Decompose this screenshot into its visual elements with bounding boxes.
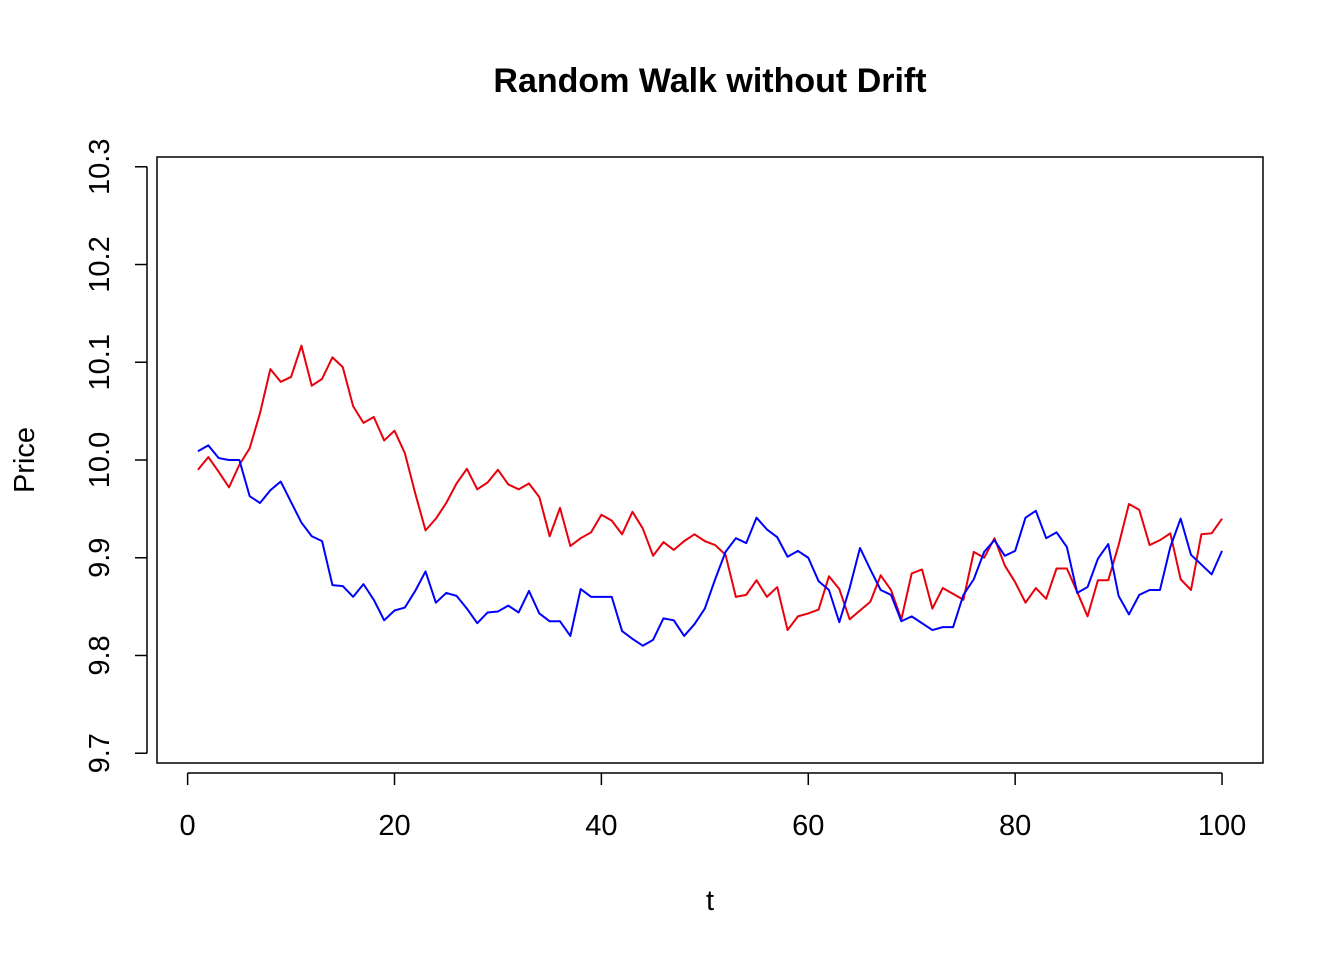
x-axis-label: t	[706, 885, 714, 917]
y-tick-label: 10.3	[84, 139, 116, 195]
y-axis: 9.7 9.8 9.9 10.0 10.1 10.2 10.3	[84, 139, 148, 773]
y-axis-label: Price	[9, 427, 41, 493]
series-line-2	[197, 444, 1223, 647]
series-layer	[197, 344, 1223, 647]
x-axis: 0 20 40 60 80 100	[180, 772, 1246, 842]
chart-title: Random Walk without Drift	[493, 62, 926, 100]
x-tick-label: 40	[585, 810, 617, 842]
y-tick-label: 10.1	[84, 334, 116, 390]
y-tick-label: 9.7	[84, 733, 116, 773]
x-tick-label: 60	[792, 810, 824, 842]
series-line-1	[197, 344, 1223, 632]
plot-frame	[156, 156, 1264, 764]
x-tick-label: 20	[378, 810, 410, 842]
x-tick-label: 0	[180, 810, 196, 842]
x-tick-label: 80	[999, 810, 1031, 842]
y-tick-label: 9.9	[84, 538, 116, 578]
y-tick-label: 10.2	[84, 236, 116, 292]
y-tick-label: 10.0	[84, 432, 116, 488]
y-tick-label: 9.8	[84, 635, 116, 675]
x-tick-label: 100	[1198, 810, 1246, 842]
